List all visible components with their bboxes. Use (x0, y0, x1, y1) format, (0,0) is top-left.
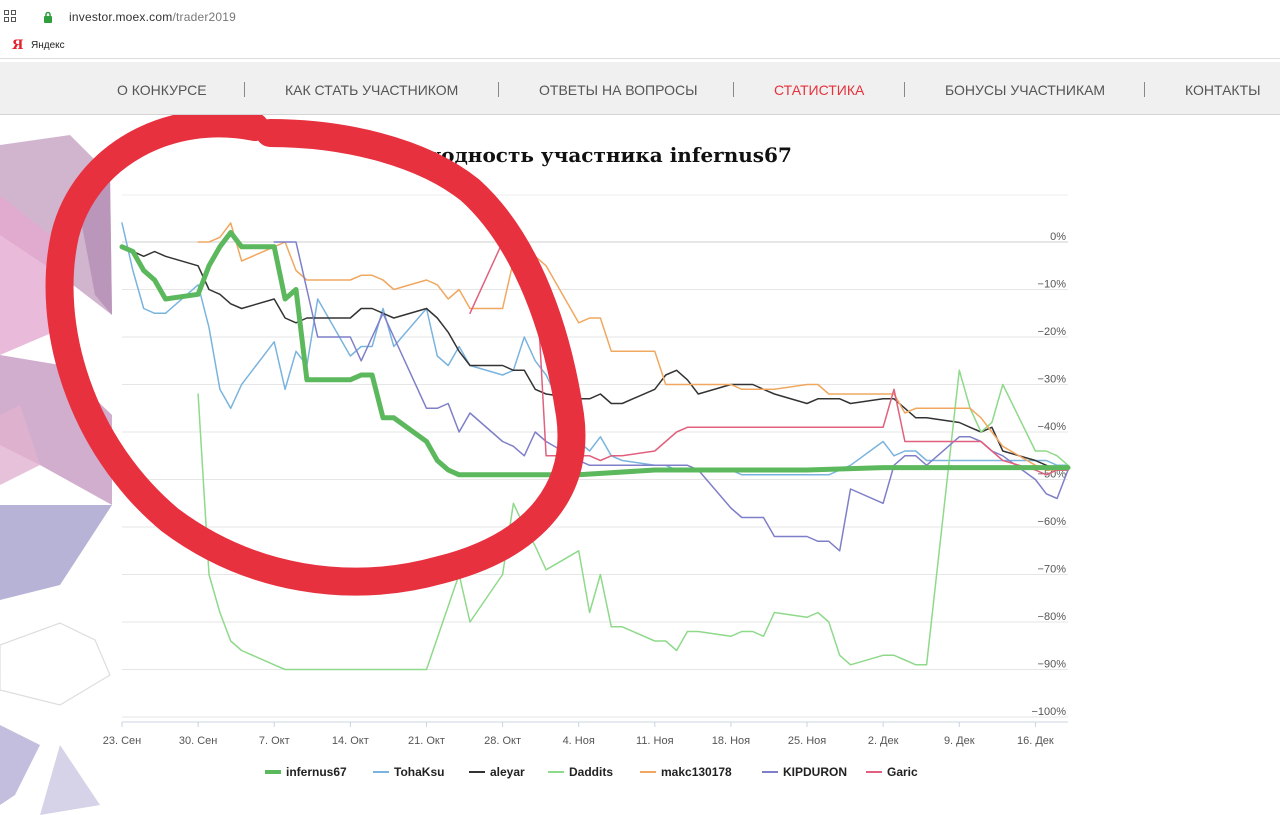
y-tick-label: −30% (1038, 374, 1067, 386)
chart-series (119, 222, 1071, 671)
legend-label[interactable]: Garic (887, 765, 918, 779)
chart-title: Доходность участника infernus67 (398, 143, 792, 167)
chart-legend: infernus67 TohaKsu aleyar Daddits makc130178… (265, 765, 918, 779)
series-line-KIPDURON (273, 241, 1069, 552)
x-tick-label: 2. Дек (868, 735, 899, 747)
x-axis: 23. Сен 30. Сен 7. Окт 14. Окт 21. Окт 28. Ок… (103, 722, 1054, 747)
y-tick-label: −70% (1038, 564, 1067, 576)
nav-separator (904, 82, 905, 97)
series-line-TohaKsu (121, 222, 1069, 476)
nav-separator (1144, 82, 1145, 97)
y-tick-label: −20% (1038, 326, 1067, 338)
nav-separator (244, 82, 245, 97)
url-host: investor.moex.com (69, 10, 173, 24)
y-tick-label: −10% (1038, 279, 1067, 291)
bookmark-yandex[interactable]: Яндекс (31, 40, 65, 51)
x-tick-label: 14. Окт (332, 735, 369, 747)
series-line-makc130178 (197, 222, 1069, 471)
site-navigation: О КОНКУРСЕ КАК СТАТЬ УЧАСТНИКОМ ОТВЕТЫ Н… (0, 62, 1280, 115)
series-line-Daddits (197, 369, 1069, 671)
y-tick-label: −90% (1038, 659, 1067, 671)
nav-item-faq[interactable]: ОТВЕТЫ НА ВОПРОСЫ (539, 82, 698, 98)
bookmarks-bar (0, 34, 1280, 59)
x-tick-label: 11. Ноя (636, 735, 674, 747)
x-tick-label: 21. Окт (408, 735, 445, 747)
y-tick-label: −80% (1038, 611, 1067, 623)
y-tick-label: −60% (1038, 516, 1067, 528)
nav-item-bonuses[interactable]: БОНУСЫ УЧАСТНИКАМ (945, 82, 1106, 98)
y-tick-label: −40% (1038, 421, 1067, 433)
chart-grid (122, 194, 1068, 723)
nav-separator (733, 82, 734, 97)
url-field[interactable]: investor.moex.com/trader2019 (69, 10, 236, 24)
legend-label[interactable]: TohaKsu (394, 765, 444, 779)
y-axis: 0% −10% −20% −30% −40% −50% −60% −70% −80% −90% −1… (1031, 231, 1066, 718)
url-path: /trader2019 (172, 10, 237, 24)
x-tick-label: 16. Дек (1017, 735, 1054, 747)
apps-grid-icon[interactable] (4, 10, 16, 22)
series-line-Garic (469, 241, 1069, 476)
legend-label[interactable]: aleyar (490, 765, 525, 779)
series-line-aleyar (121, 246, 1069, 471)
lock-icon (44, 11, 52, 23)
y-tick-label: −50% (1038, 469, 1067, 481)
returns-chart: Доходность участника infernus67 0% −10% −2… (45, 115, 1071, 779)
x-tick-label: 4. Ноя (563, 735, 595, 747)
series-line-infernus67 (119, 230, 1071, 478)
y-tick-label: 0% (1050, 231, 1066, 243)
x-tick-label: 28. Окт (484, 735, 521, 747)
legend-label[interactable]: Daddits (569, 765, 613, 779)
nav-item-statistics[interactable]: СТАТИСТИКА (774, 82, 865, 98)
x-tick-label: 25. Ноя (788, 735, 826, 747)
legend-label[interactable]: KIPDURON (783, 765, 847, 779)
legend-label[interactable]: infernus67 (286, 765, 347, 779)
x-tick-label: 9. Дек (944, 735, 975, 747)
nav-separator (498, 82, 499, 97)
yandex-icon[interactable]: Я (12, 38, 24, 53)
nav-item-contacts[interactable]: КОНТАКТЫ (1185, 82, 1261, 98)
nav-item-about[interactable]: О КОНКУРСЕ (117, 82, 207, 98)
hand-drawn-red-circle (45, 115, 586, 596)
x-tick-label: 18. Ноя (712, 735, 750, 747)
nav-item-how-to-join[interactable]: КАК СТАТЬ УЧАСТНИКОМ (285, 82, 459, 98)
y-tick-label: −100% (1031, 706, 1066, 718)
x-tick-label: 7. Окт (259, 735, 290, 747)
x-tick-label: 23. Сен (103, 735, 141, 747)
legend-label[interactable]: makc130178 (661, 765, 732, 779)
x-tick-label: 30. Сен (179, 735, 217, 747)
browser-address-bar: investor.moex.com/trader2019 (0, 0, 1280, 34)
